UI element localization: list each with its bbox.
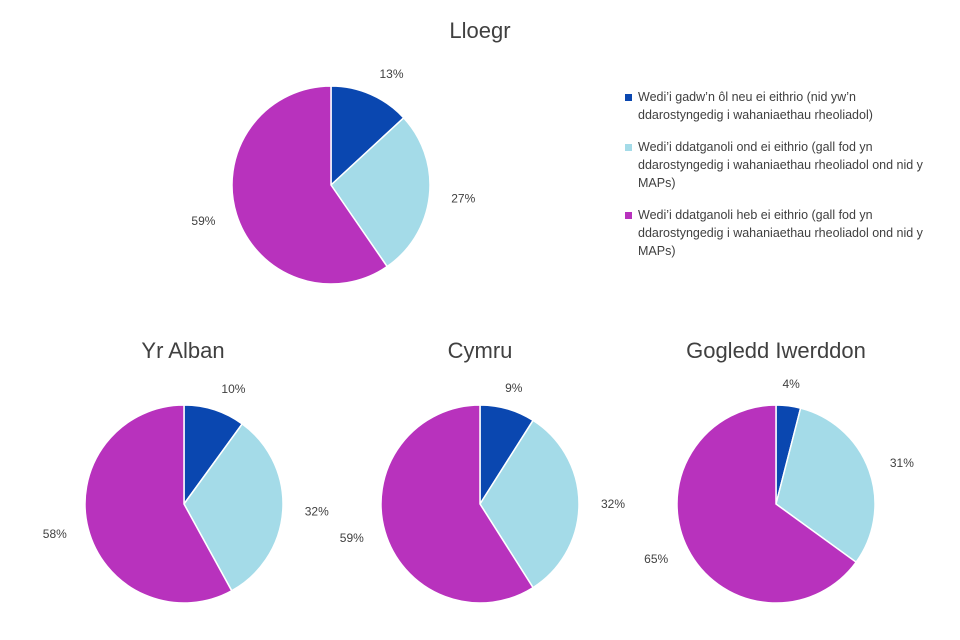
- pie-label-cymru-retained: 9%: [505, 381, 523, 395]
- pie-label-cymru-devolved-not-excluded: 59%: [340, 531, 364, 545]
- pie-label-lloegr-devolved-not-excluded: 59%: [191, 214, 215, 228]
- pie-slice-lloegr-devolved-excluded: [330, 116, 431, 268]
- chart-title-lloegr: Lloegr: [449, 18, 511, 43]
- pie-label-gogledd-iwerddon-devolved-excluded: 31%: [890, 456, 914, 470]
- legend-label-devolved-excluded: Wedi’i ddatganoli ond ei eithrio (gall f…: [638, 140, 923, 190]
- pie-label-yr-alban-devolved-excluded: 32%: [305, 505, 329, 519]
- pie-slice-gogledd-iwerddon-devolved-not-excluded: [676, 404, 858, 604]
- pie-label-gogledd-iwerddon-devolved-not-excluded: 65%: [644, 552, 668, 566]
- pie-slice-yr-alban-devolved-excluded: [183, 422, 284, 592]
- chart-title-cymru: Cymru: [447, 338, 513, 363]
- legend: Wedi’i gadw’n ôl neu ei eithrio (nid yw’…: [625, 88, 925, 274]
- pie-slice-lloegr-devolved-not-excluded: [231, 85, 389, 285]
- pie-label-lloegr-devolved-excluded: 27%: [451, 191, 475, 205]
- pie-label-yr-alban-retained: 10%: [221, 382, 245, 396]
- pie-label-lloegr-retained: 13%: [380, 67, 404, 81]
- pie-slice-gogledd-iwerddon-devolved-excluded: [775, 407, 876, 564]
- legend-item-devolved-excluded: Wedi’i ddatganoli ond ei eithrio (gall f…: [625, 138, 925, 192]
- legend-item-retained: Wedi’i gadw’n ôl neu ei eithrio (nid yw’…: [625, 88, 925, 124]
- chart-title-gogledd-iwerddon: Gogledd Iwerddon: [686, 338, 866, 363]
- legend-label-devolved-not-excluded: Wedi’i ddatganoli heb ei eithrio (gall f…: [638, 208, 923, 258]
- pie-slice-lloegr-retained: [330, 85, 405, 187]
- pie-label-cymru-devolved-excluded: 32%: [601, 497, 625, 511]
- legend-swatch-devolved-excluded: [625, 144, 632, 151]
- legend-swatch-retained: [625, 94, 632, 101]
- pie-label-yr-alban-devolved-not-excluded: 58%: [43, 527, 67, 541]
- legend-item-devolved-not-excluded: Wedi’i ddatganoli heb ei eithrio (gall f…: [625, 206, 925, 260]
- pie-slice-yr-alban-devolved-not-excluded: [84, 404, 233, 604]
- chart-title-yr-alban: Yr Alban: [141, 338, 225, 363]
- pie-slice-cymru-devolved-not-excluded: [380, 404, 535, 604]
- legend-label-retained: Wedi’i gadw’n ôl neu ei eithrio (nid yw’…: [638, 90, 873, 122]
- pie-slice-cymru-devolved-excluded: [479, 419, 580, 589]
- pie-label-gogledd-iwerddon-retained: 4%: [782, 377, 800, 391]
- legend-swatch-devolved-not-excluded: [625, 212, 632, 219]
